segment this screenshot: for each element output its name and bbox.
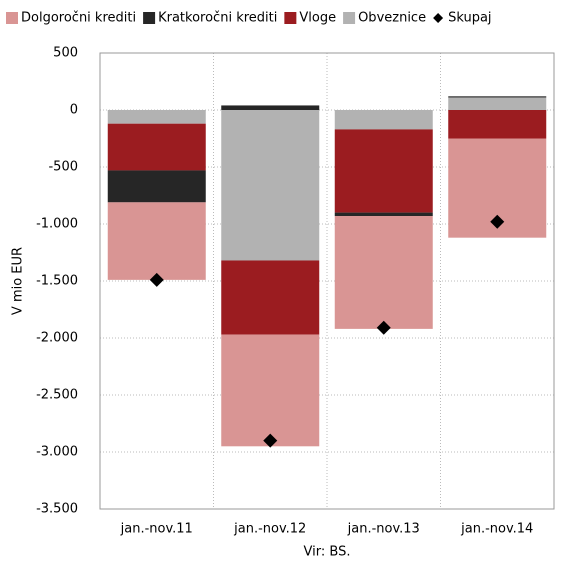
total-marker: [263, 433, 278, 448]
bar-segment: [221, 260, 320, 335]
y-tick-label: -3.500: [36, 502, 78, 517]
y-tick-label: 0: [70, 103, 78, 118]
total-marker: [149, 272, 164, 287]
x-tick-label: jan.-nov.14: [460, 522, 533, 537]
bar-segment: [448, 96, 547, 98]
bar-segment: [334, 216, 433, 329]
bar-segment: [334, 110, 433, 130]
legend-swatch: [6, 12, 18, 24]
legend-swatch: [143, 12, 156, 24]
bar-segment: [221, 334, 320, 447]
y-tick-label: 500: [53, 46, 78, 61]
bar-segment: [107, 110, 206, 124]
plot-frame: [99, 52, 555, 510]
legend-swatch: [343, 12, 356, 24]
x-tick-label: jan.-nov.11: [120, 522, 193, 537]
total-marker: [490, 214, 505, 229]
legend-label: Vloge: [299, 11, 336, 26]
y-tick-label: -500: [48, 160, 78, 175]
y-tick-label: -1.000: [36, 217, 78, 232]
y-axis-title: V mio EUR: [11, 247, 26, 315]
legend-label: Skupaj: [448, 11, 491, 26]
bar-segment: [334, 129, 433, 213]
bar-segment: [107, 202, 206, 280]
bar-segment: [107, 170, 206, 203]
y-tick-label: -2.000: [36, 331, 78, 346]
legend-label: Dolgoročni krediti: [21, 11, 136, 26]
legend-swatch: [284, 12, 297, 24]
y-tick-label: -1.500: [36, 274, 78, 289]
y-tick-label: -3.000: [36, 445, 78, 460]
bar-segment: [221, 105, 320, 110]
x-tick-label: jan.-nov.12: [233, 522, 306, 537]
bar-segment: [107, 123, 206, 171]
x-tick-label: jan.-nov.13: [347, 522, 420, 537]
bar-segment: [334, 212, 433, 217]
bar-segment: [448, 110, 547, 139]
legend-label: Obveznice: [358, 11, 426, 26]
y-tick-label: -2.500: [36, 388, 78, 403]
bar-segment: [448, 97, 547, 110]
legend-marker: [433, 13, 444, 23]
bar-segment: [221, 110, 320, 261]
source-note: Vir: BS.: [304, 545, 351, 560]
total-marker: [376, 320, 391, 335]
legend-label: Kratkoročni krediti: [158, 11, 277, 26]
